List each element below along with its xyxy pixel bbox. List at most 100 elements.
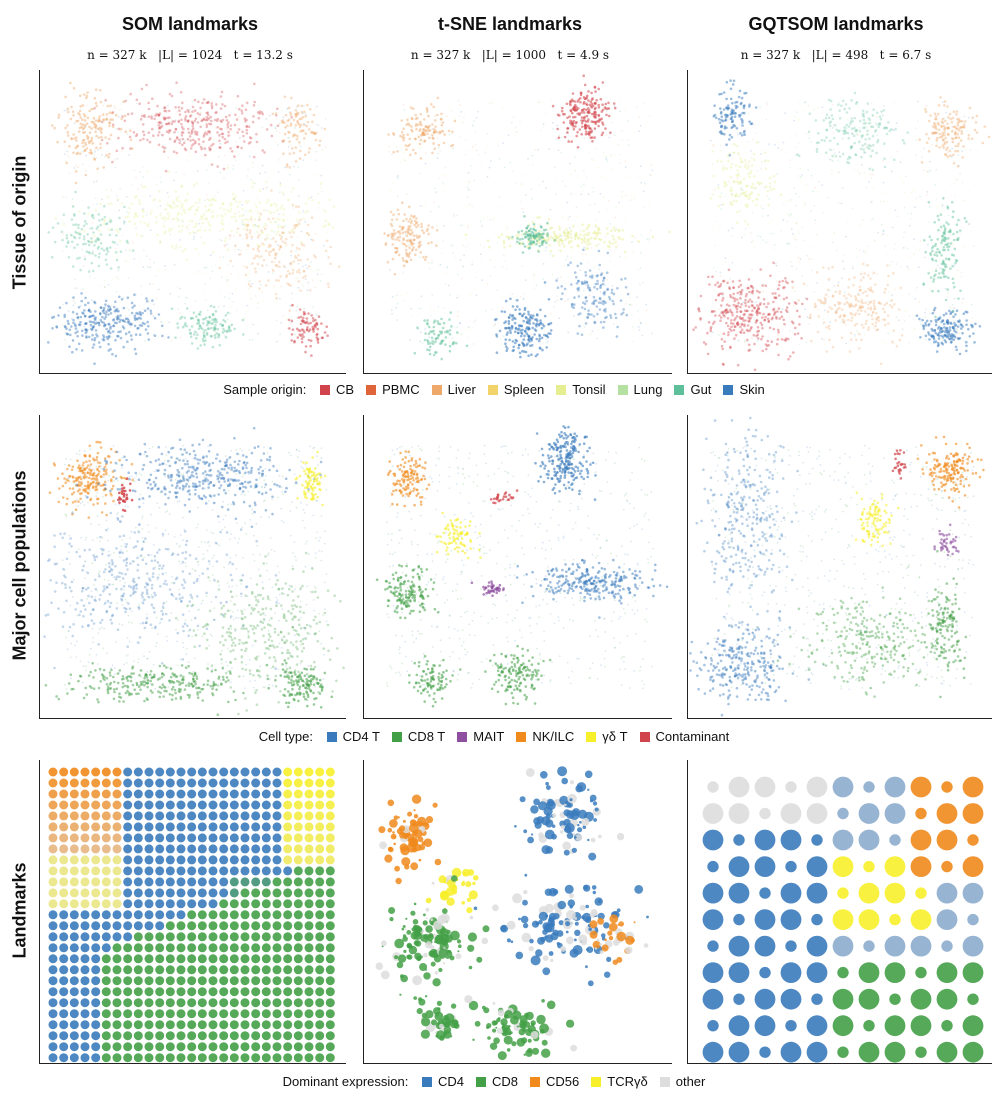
legend-swatch (457, 732, 468, 742)
axis-line (39, 70, 346, 374)
panel-plot (363, 760, 672, 1064)
legend-title: Dominant expression: (282, 1074, 409, 1089)
axis-line (39, 415, 346, 719)
legend-label: PBMC (382, 382, 420, 397)
legend-cell-type: Cell type: CD4 T CD8 T MAIT NK/ILC γδ T Conta… (0, 729, 1000, 744)
legend-label: MAIT (473, 729, 505, 744)
panel-plot (687, 415, 992, 719)
panel-tsne-tissue (362, 70, 672, 375)
row-title-landmarks: Landmarks (9, 862, 30, 959)
legend-item: γδ T (586, 729, 628, 744)
panel-plot (363, 415, 672, 719)
legend-label: NK/ILC (532, 729, 575, 744)
axis-line (687, 70, 992, 374)
legend-swatch (586, 732, 597, 742)
column-title-gqtsom: GQTSOM landmarks (748, 14, 924, 34)
legend-label: CD4 (437, 1074, 464, 1089)
column-stats-gqtsom: n = 327 k |L| = 498 t = 6.7 s (740, 48, 932, 62)
legend-title: Sample origin: (223, 382, 307, 397)
point-cloud (692, 79, 991, 372)
point-cloud (383, 74, 671, 361)
legend-label: Lung (633, 382, 663, 397)
legend-swatch (591, 1077, 602, 1087)
legend-label: Spleen (503, 382, 545, 397)
landmark-cloud (375, 766, 649, 1061)
legend-swatch (320, 385, 330, 395)
legend-item: Contaminant (639, 729, 730, 744)
legend-swatch (421, 1077, 432, 1087)
panel-som-celltype (38, 415, 346, 720)
panel-som-tissue (38, 70, 346, 375)
legend-label: CB (336, 382, 355, 397)
column-title-som: SOM landmarks (121, 14, 259, 34)
panel-plot (363, 70, 672, 374)
legend-label: CD4 T (342, 729, 380, 744)
legend-item: Liver (431, 382, 476, 397)
legend-swatch (487, 385, 498, 395)
legend-label: other (675, 1074, 706, 1089)
legend-item: CD4 (421, 1074, 464, 1089)
legend-label: γδ T (602, 729, 628, 744)
legend-item: PBMC (366, 382, 420, 397)
legend-swatch (530, 1077, 541, 1087)
axis-line (687, 415, 992, 719)
legend-swatch (659, 1077, 670, 1087)
legend-item: TCRγδ (591, 1074, 648, 1089)
panel-plot (687, 760, 992, 1064)
panel-som-landmarks (38, 760, 346, 1065)
column-title-tsne: t-SNE landmarks (437, 14, 583, 34)
legend-title: Cell type: (258, 729, 313, 744)
point-cloud (43, 426, 345, 716)
legend-item: CD4 T (326, 729, 380, 744)
legend-label: CD56 (546, 1074, 580, 1089)
legend-label: Gut (690, 382, 712, 397)
legend-swatch (476, 1077, 486, 1087)
legend-label: Liver (447, 382, 476, 397)
legend-label: CD8 (492, 1074, 519, 1089)
axis-line (687, 760, 992, 1064)
panel-gqtsom-landmarks (686, 760, 992, 1065)
legend-item: other (659, 1074, 706, 1089)
legend-swatch (617, 385, 628, 395)
axis-line (363, 760, 672, 1064)
landmark-quadtree (702, 776, 984, 1063)
column-stats-som: n = 327 k |L| = 1024 t = 13.2 s (87, 48, 293, 62)
legend-sample-origin: Sample origin: CB PBMC Liver Spleen Tonsil Lu… (0, 382, 1000, 397)
panel-gqtsom-tissue (686, 70, 992, 375)
legend-item: Tonsil (556, 382, 606, 397)
legend-swatch (516, 732, 527, 742)
legend-swatch (326, 732, 337, 742)
row-title-tissue: Tissue of origin (9, 155, 30, 290)
legend-swatch (391, 732, 402, 742)
panel-plot (39, 415, 346, 719)
legend-dominant-expression: Dominant expression: CD4 CD8 CD56 TCRγδ othe… (0, 1074, 1000, 1089)
axis-line (39, 760, 346, 1064)
point-cloud (47, 81, 341, 366)
legend-label: TCRγδ (607, 1074, 648, 1089)
axis-line (363, 70, 672, 374)
legend-label: Contaminant (655, 729, 730, 744)
legend-swatch (366, 385, 377, 395)
legend-swatch (556, 385, 567, 395)
panel-gqtsom-celltype (686, 415, 992, 720)
point-cloud (375, 425, 669, 708)
legend-item: CD56 (530, 1074, 579, 1089)
point-cloud (689, 416, 985, 717)
legend-item: MAIT (457, 729, 504, 744)
panel-plot (687, 70, 992, 374)
legend-item: Gut (674, 382, 711, 397)
legend-item: Skin (723, 382, 765, 397)
panel-tsne-celltype (362, 415, 672, 720)
landmark-grid (48, 767, 335, 1063)
legend-label: CD8 T (407, 729, 446, 744)
legend-swatch (431, 385, 442, 395)
column-stats-tsne: n = 327 k |L| = 1000 t = 4.9 s (410, 48, 610, 62)
legend-item: Lung (617, 382, 663, 397)
legend-item: CD8 T (391, 729, 446, 744)
legend-item: CD8 (476, 1074, 518, 1089)
legend-item: NK/ILC (516, 729, 574, 744)
panel-plot (39, 760, 346, 1064)
legend-label: Skin (739, 382, 765, 397)
legend-swatch (674, 385, 685, 395)
legend-item: CB (320, 382, 354, 397)
